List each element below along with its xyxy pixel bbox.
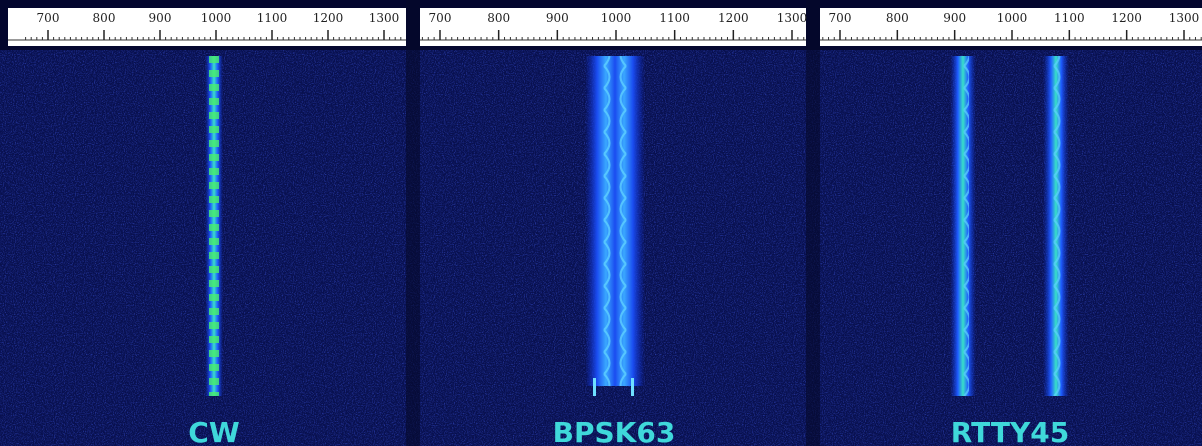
tick-label: 900 xyxy=(149,11,172,25)
rtty-space-pattern xyxy=(1050,56,1062,396)
tick-label: 1300 xyxy=(777,11,808,25)
tick-label: 700 xyxy=(37,11,60,25)
tick-label: 800 xyxy=(93,11,116,25)
mode-label: RTTY45 xyxy=(951,416,1069,446)
tick-label: 700 xyxy=(829,11,852,25)
tick-label: 1000 xyxy=(601,11,632,25)
tick-label: 1000 xyxy=(201,11,232,25)
divider xyxy=(406,0,420,446)
mode-label: CW xyxy=(188,416,240,446)
tick-label: 1200 xyxy=(313,11,344,25)
tick-label: 1100 xyxy=(257,11,288,25)
bpsk-pattern xyxy=(600,56,630,386)
tick-label: 800 xyxy=(487,11,510,25)
tick-label: 1100 xyxy=(1054,11,1085,25)
tick-label: 800 xyxy=(886,11,909,25)
tick-label: 1300 xyxy=(369,11,400,25)
tick-label: 900 xyxy=(943,11,966,25)
tick-label: 1300 xyxy=(1169,11,1200,25)
tick-label: 900 xyxy=(546,11,569,25)
divider xyxy=(806,0,820,446)
cw-keying xyxy=(209,56,219,396)
bpsk-marker xyxy=(593,378,596,396)
tick-label: 1100 xyxy=(659,11,690,25)
tick-label: 1000 xyxy=(997,11,1028,25)
rtty-mark-pattern xyxy=(957,56,969,396)
tick-label: 1200 xyxy=(718,11,749,25)
tick-label: 700 xyxy=(429,11,452,25)
bpsk-marker xyxy=(631,378,634,396)
tick-label: 1200 xyxy=(1111,11,1142,25)
mode-label: BPSK63 xyxy=(553,416,676,446)
